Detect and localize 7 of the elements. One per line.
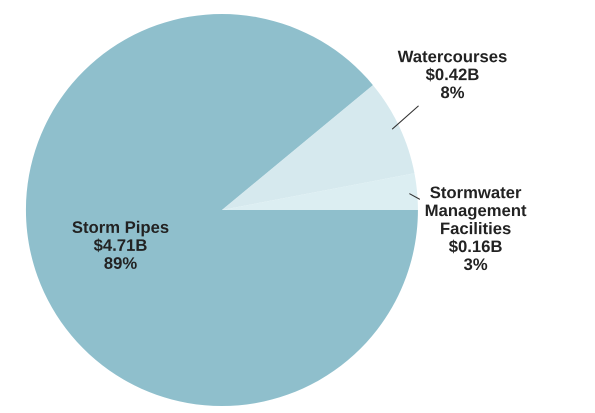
data-label: $4.71B 89%: [94, 238, 147, 269]
data-label: $0.16B 3%: [448, 240, 502, 270]
slice-label: Storm Pipes: [72, 220, 168, 236]
pie-slice: [222, 85, 414, 210]
data-label: $0.42B 8%: [426, 68, 479, 98]
slice-label: Watercourses: [398, 50, 507, 62]
slice-label: Stormwater Management Facilities: [426, 186, 526, 234]
